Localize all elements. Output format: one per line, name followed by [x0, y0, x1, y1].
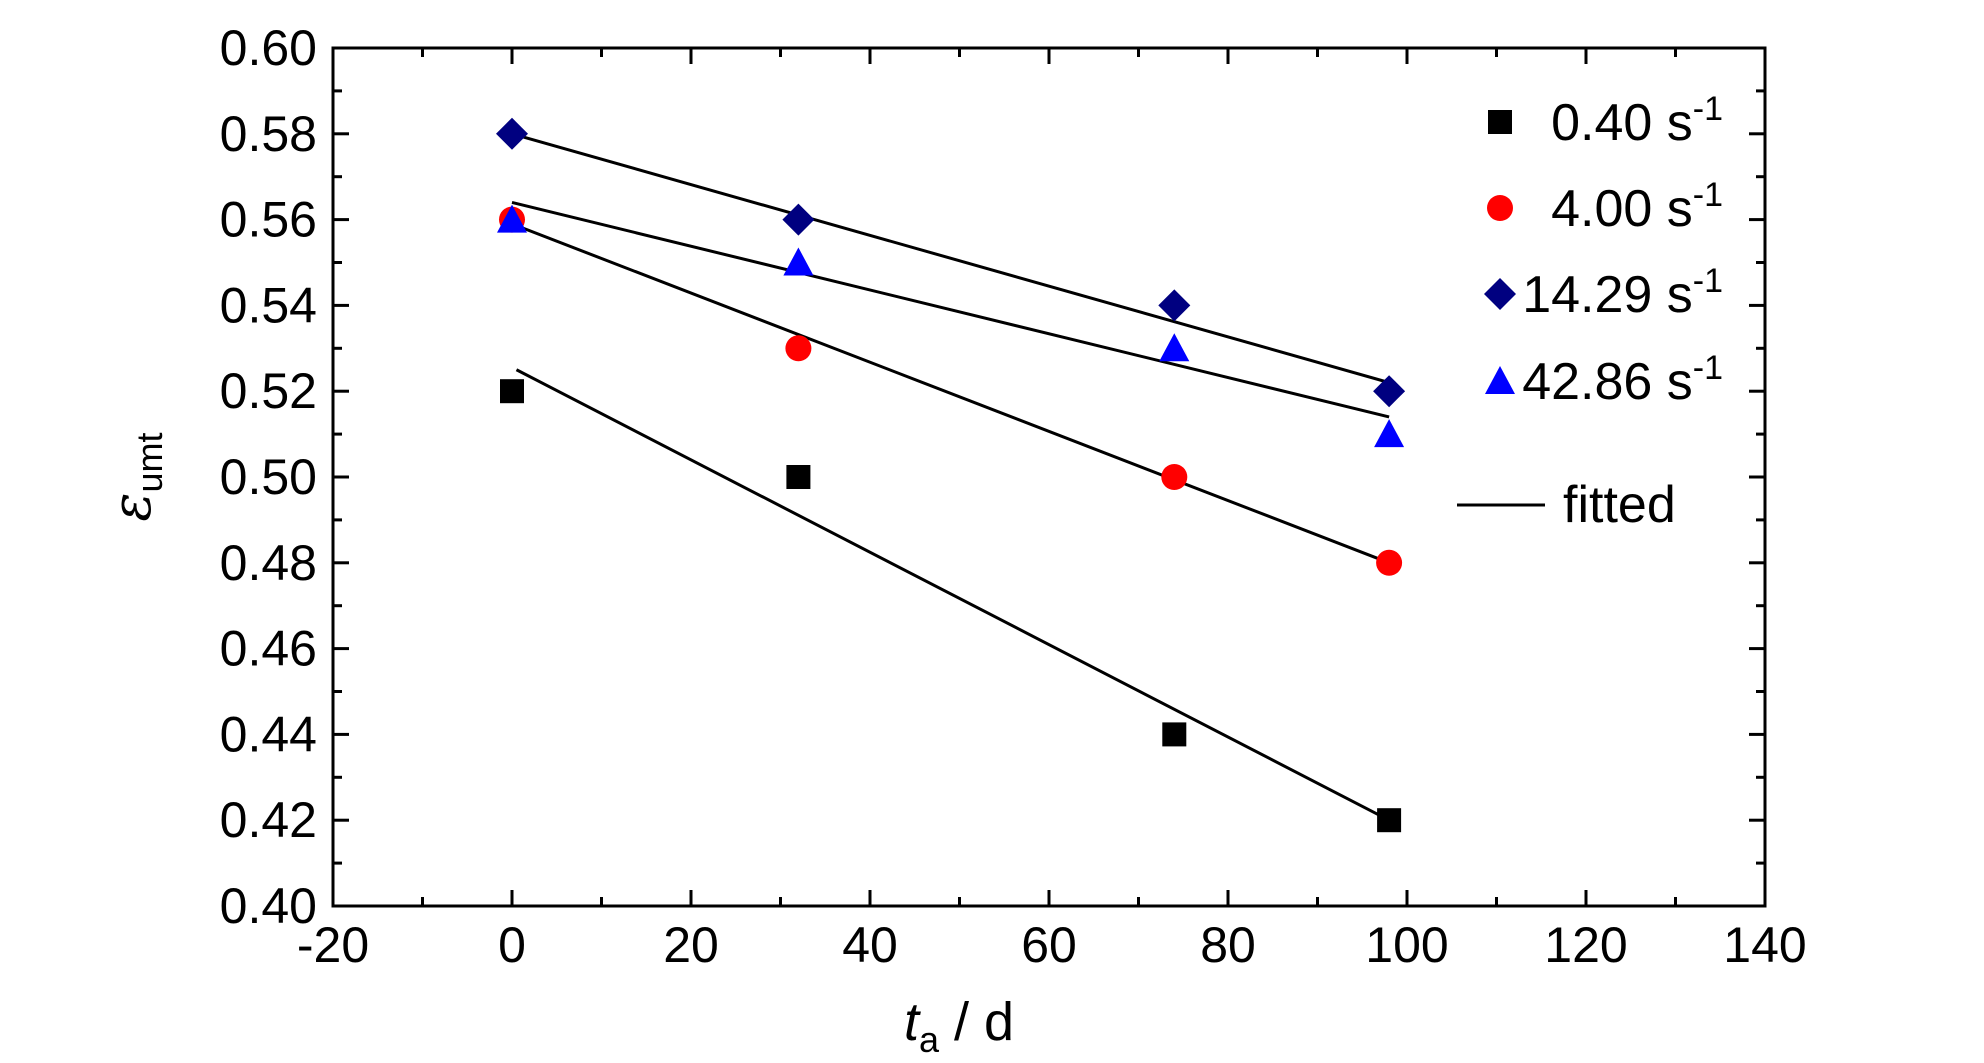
y-tick-label: 0.60	[220, 20, 317, 76]
data-point-triangle	[1374, 419, 1405, 448]
y-tick-label: 0.50	[220, 449, 317, 505]
y-axis-label: εumt	[100, 433, 170, 522]
y-tick-label: 0.46	[220, 621, 317, 677]
data-point-square	[1377, 808, 1402, 833]
data-point-square	[1162, 722, 1187, 747]
y-axis-label-sub: umt	[129, 433, 170, 493]
y-tick-label: 0.42	[220, 792, 317, 848]
legend-marker-square	[1488, 110, 1512, 134]
x-tick-label: 20	[663, 917, 719, 973]
data-point-triangle	[1159, 333, 1190, 362]
data-point-triangle	[497, 204, 527, 233]
tick-labels: -20 0 20 40 60 80 100 120 140 0.40 0.42 0.44 0.46 0.4…	[220, 20, 1807, 973]
x-tick-label: 120	[1544, 917, 1627, 973]
x-tick-label: 60	[1021, 917, 1077, 973]
y-tick-label: 0.56	[220, 192, 317, 248]
data-point-diamond	[782, 203, 815, 236]
legend-fit-label: fitted	[1563, 476, 1676, 534]
data-point-square	[786, 465, 811, 489]
data-point-diamond	[496, 117, 528, 150]
data-point-circle	[785, 335, 812, 362]
data-point-circle	[1161, 464, 1188, 490]
legend-label: 4.00 s-1	[1551, 176, 1723, 238]
y-tick-label: 0.52	[220, 363, 317, 419]
legend-marker-triangle	[1485, 366, 1515, 394]
fit-lines	[511, 132, 1390, 822]
x-tick-label: 140	[1723, 917, 1806, 973]
x-tick-label: 0	[498, 917, 526, 973]
fit-line	[511, 132, 1390, 385]
x-tick-label: 80	[1200, 917, 1256, 973]
legend-marker-circle	[1487, 195, 1513, 221]
x-axis-label: ta / d	[904, 992, 1014, 1060]
data-markers	[496, 117, 1406, 833]
x-axis-label-main: t	[904, 992, 921, 1052]
x-tick-label: 100	[1365, 917, 1448, 973]
y-tick-label: 0.58	[220, 106, 317, 162]
legend-label: 0.40 s-1	[1551, 90, 1723, 152]
fit-line	[511, 222, 1390, 565]
fit-line	[511, 200, 1390, 419]
x-tick-label: -20	[297, 917, 369, 973]
plot-frame	[331, 46, 1767, 908]
y-axis-label-main: ε	[100, 493, 163, 522]
data-point-diamond	[1158, 289, 1191, 322]
y-tick-label: 0.48	[220, 535, 317, 591]
data-point-diamond	[1373, 375, 1406, 408]
x-axis-label-sub: a	[919, 1019, 940, 1060]
data-point-triangle	[783, 247, 814, 276]
x-axis-label-unit: / d	[939, 992, 1014, 1052]
y-tick-label: 0.40	[220, 878, 317, 934]
data-point-circle	[1376, 549, 1403, 576]
y-tick-label: 0.44	[220, 706, 317, 762]
legend: 0.40 s-1 4.00 s-1 14.29 s-1 42.86 s-1 fitted	[1457, 90, 1723, 534]
x-tick-label: 40	[842, 917, 898, 973]
legend-label: 42.86 s-1	[1522, 349, 1723, 411]
y-tick-label: 0.54	[220, 277, 317, 333]
fit-line	[515, 368, 1390, 822]
data-point-square	[500, 379, 524, 404]
axis-ticks	[331, 46, 1767, 908]
legend-marker-diamond	[1484, 278, 1516, 310]
legend-label: 14.29 s-1	[1522, 262, 1723, 324]
